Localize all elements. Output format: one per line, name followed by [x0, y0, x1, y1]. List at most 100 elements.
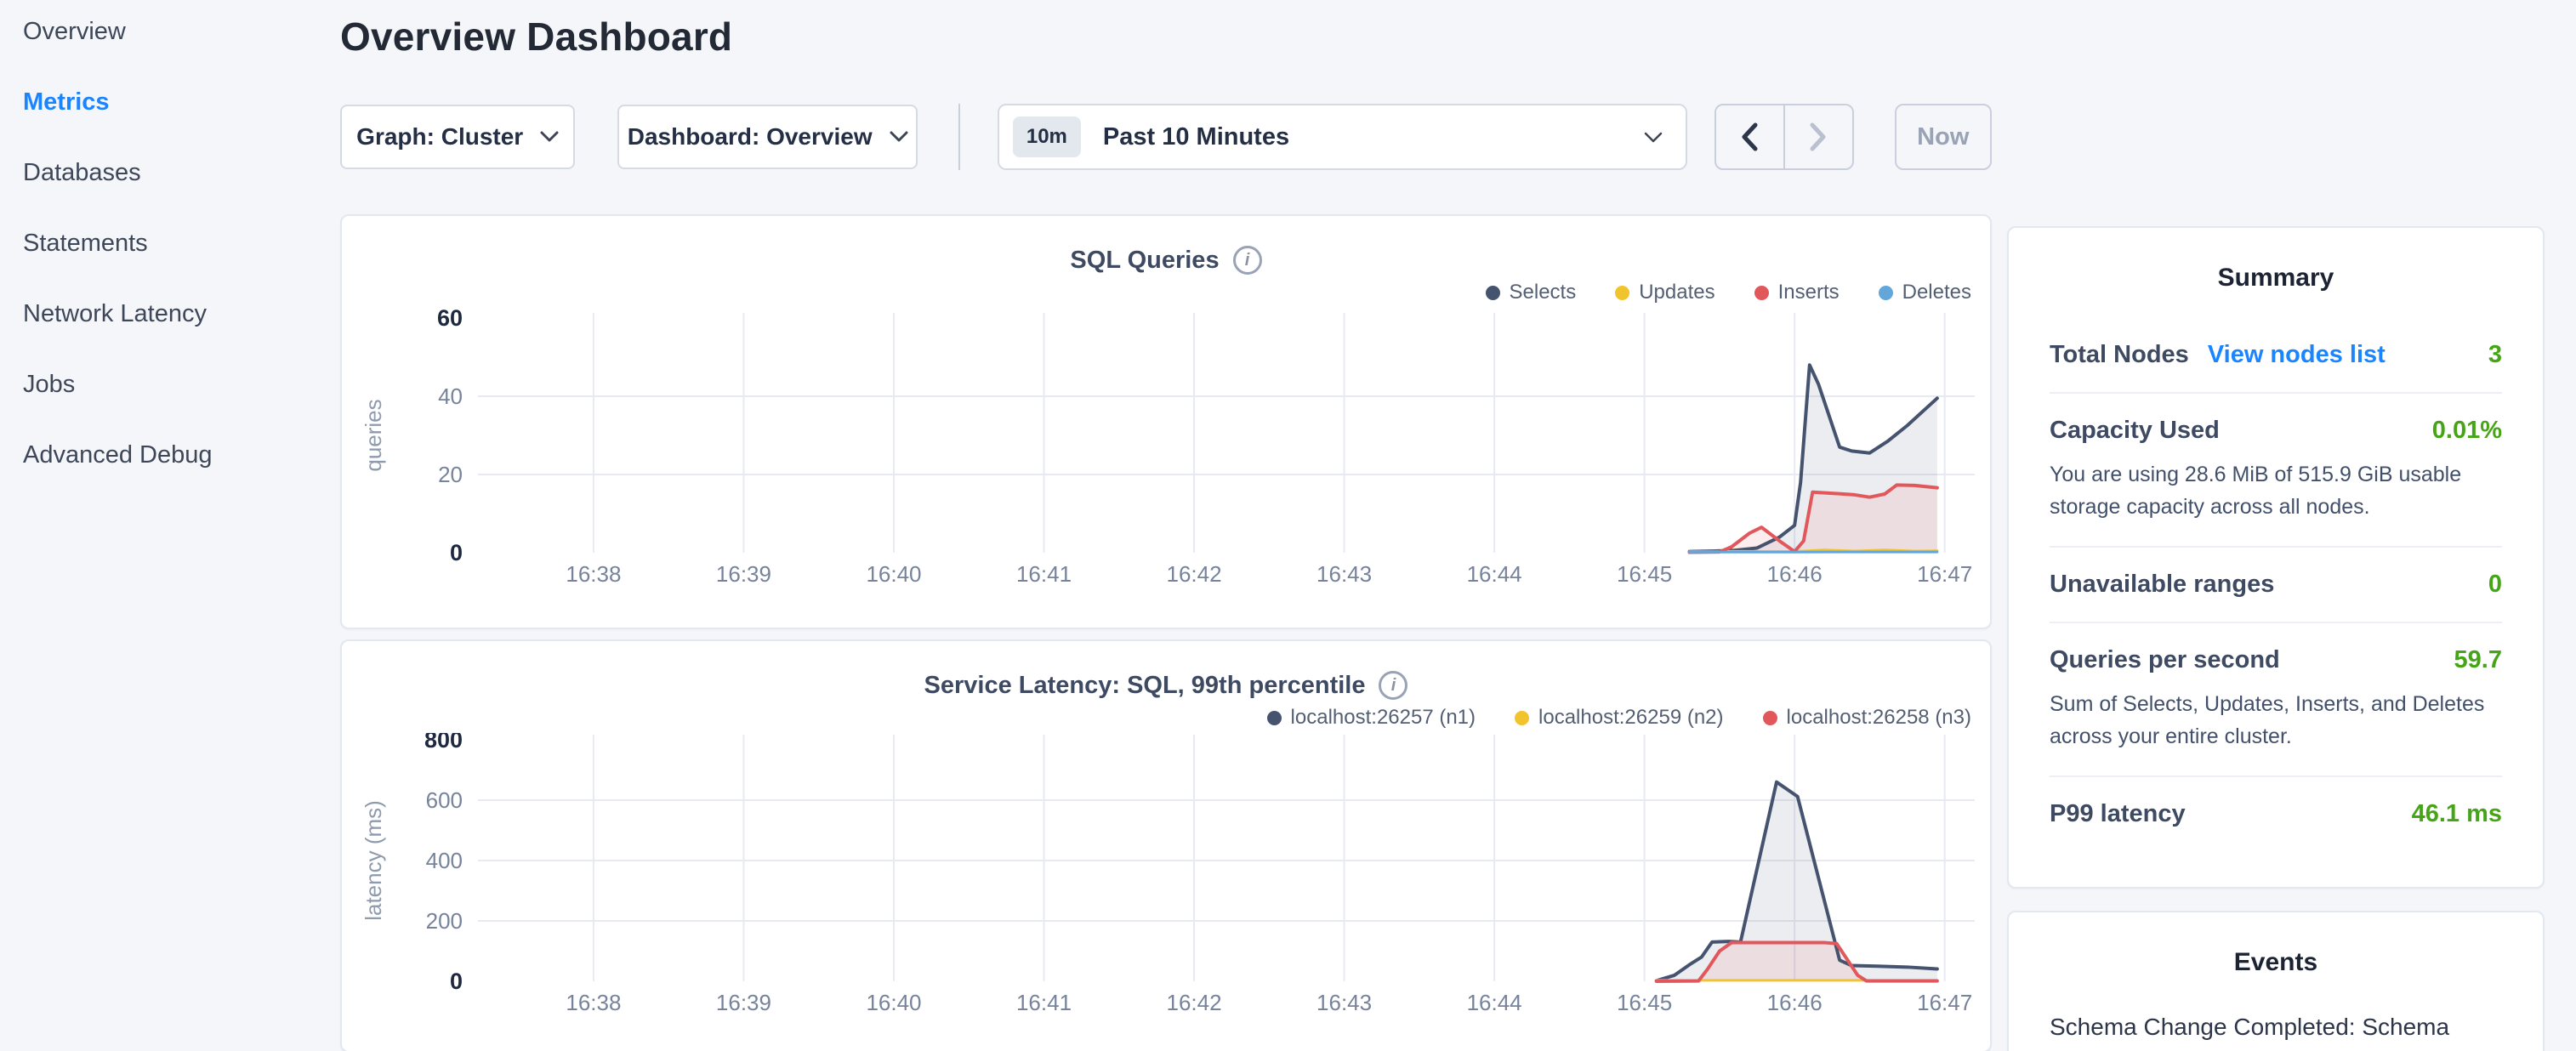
y-tick-label: 0: [450, 540, 463, 565]
view-nodes-list-link[interactable]: View nodes list: [2207, 341, 2386, 368]
series-area: [1689, 485, 1937, 553]
x-tick-label: 16:47: [1917, 561, 1972, 587]
x-tick-label: 16:46: [1767, 990, 1823, 1015]
x-tick-label: 16:39: [716, 561, 771, 587]
legend-label: Inserts: [1777, 281, 1840, 304]
summary-row-queries-per-second: Queries per second 59.7 Sum of Selects, …: [2050, 622, 2502, 775]
legend-item[interactable]: Selects: [1485, 281, 1577, 304]
summary-row-p99-latency: P99 latency 46.1 ms: [2050, 775, 2502, 851]
legend-swatch: [1754, 285, 1769, 300]
time-range-selector[interactable]: 10m Past 10 Minutes: [997, 104, 1687, 170]
x-tick-label: 16:47: [1917, 990, 1972, 1015]
sidebar-item-overview[interactable]: Overview: [23, 18, 126, 45]
page-title: Overview Dashboard: [340, 14, 733, 59]
legend-label: Selects: [1509, 281, 1577, 304]
summary-label: Total Nodes: [2050, 341, 2189, 368]
series-area: [1656, 942, 1937, 981]
x-tick-label: 16:45: [1617, 561, 1672, 587]
summary-row-capacity-used: Capacity Used 0.01% You are using 28.6 M…: [2050, 392, 2502, 546]
time-back-button[interactable]: [1716, 105, 1783, 168]
series-line: [1654, 940, 1939, 983]
legend-item[interactable]: Updates: [1615, 281, 1715, 304]
sidebar-item-metrics[interactable]: Metrics: [23, 88, 110, 116]
sidebar-item-databases[interactable]: Databases: [23, 159, 141, 186]
series-area: [1656, 781, 1937, 981]
service-latency-chart: 16:38 16:39 16:40 16:41 16:42 16:43 16:44 16:45…: [342, 727, 1990, 1026]
dashboard-dropdown[interactable]: Dashboard: Overview: [617, 105, 918, 169]
graph-dropdown-label: Graph: Cluster: [356, 123, 524, 150]
sidebar-item-jobs[interactable]: Jobs: [23, 371, 76, 398]
summary-subtext: You are using 28.6 MiB of 515.9 GiB usab…: [2050, 463, 2462, 519]
legend-swatch: [1515, 710, 1530, 725]
main-content: Overview Dashboard Graph: Cluster Dashbo…: [340, 0, 1992, 1051]
sidebar-item-advanced-debug[interactable]: Advanced Debug: [23, 441, 213, 469]
y-axis-unit-label: queries: [361, 399, 386, 471]
right-column: Summary Total Nodes View nodes list 3 Ca…: [2007, 226, 2545, 1051]
legend-swatch: [1485, 285, 1500, 300]
chevron-down-icon: [890, 131, 908, 142]
time-range-label: Past 10 Minutes: [1102, 122, 1290, 151]
summary-panel: Summary Total Nodes View nodes list 3 Ca…: [2007, 226, 2545, 889]
chevron-down-icon: [1644, 132, 1662, 143]
x-tick-label: 16:39: [716, 990, 771, 1015]
y-tick-label: 400: [426, 848, 463, 873]
summary-label: P99 latency: [2050, 800, 2186, 827]
chart-title: Service Latency: SQL, 99th percentile: [924, 671, 1366, 699]
legend-label: localhost:26258 (n3): [1786, 706, 1971, 729]
info-icon[interactable]: i: [1232, 246, 1262, 275]
time-range-badge: 10m: [1012, 116, 1081, 157]
controls-divider: [958, 104, 960, 170]
legend-item[interactable]: localhost:26257 (n1): [1266, 706, 1476, 730]
sql-queries-chart: 16:38 16:39 16:40 16:41 16:42 16:43 16:44 16:45…: [342, 305, 1990, 593]
summary-row-unavailable-ranges: Unavailable ranges 0: [2050, 546, 2502, 622]
x-tick-label: 16:46: [1767, 561, 1823, 587]
y-tick-label: 0: [450, 969, 463, 994]
legend-swatch: [1762, 710, 1777, 725]
events-heading: Events: [2233, 948, 2318, 976]
chevron-left-icon: [1742, 122, 1758, 151]
legend-label: Updates: [1639, 281, 1715, 304]
summary-label: Queries per second: [2050, 646, 2280, 673]
legend-item[interactable]: Deletes: [1878, 281, 1971, 304]
legend-label: Deletes: [1902, 281, 1971, 304]
now-button[interactable]: Now: [1894, 104, 1992, 170]
legend-item[interactable]: localhost:26259 (n2): [1515, 706, 1724, 730]
service-latency-chart-card: Service Latency: SQL, 99th percentile i …: [340, 639, 1992, 1051]
series-line: [1654, 780, 1939, 983]
summary-value: 0: [2488, 571, 2502, 598]
chart-legend: Selects Updates Inserts Deletes: [342, 277, 1990, 308]
events-panel: Events Schema Change Completed: Schema c…: [2007, 911, 2545, 1051]
summary-value: 59.7: [2454, 646, 2502, 673]
x-tick-label: 16:41: [1016, 990, 1072, 1015]
x-tick-label: 16:43: [1316, 990, 1372, 1015]
sql-queries-chart-card: SQL Queries i Selects Updates Inserts Delet…: [340, 214, 1992, 629]
chevron-right-icon: [1810, 122, 1826, 151]
y-tick-label: 60: [437, 308, 463, 331]
controls-bar: Graph: Cluster Dashboard: Overview 10m P…: [340, 104, 1992, 170]
x-tick-label: 16:40: [866, 990, 921, 1015]
chevron-down-icon: [540, 131, 559, 142]
summary-row-total-nodes: Total Nodes View nodes list 3: [2050, 318, 2502, 392]
series-line: [1687, 363, 1939, 554]
legend-swatch: [1878, 285, 1893, 300]
legend-item[interactable]: localhost:26258 (n3): [1762, 706, 1971, 730]
y-tick-label: 600: [426, 787, 463, 813]
sidebar: Overview Metrics Databases Statements Ne…: [0, 0, 340, 511]
summary-label: Capacity Used: [2050, 417, 2220, 444]
sidebar-item-network-latency[interactable]: Network Latency: [23, 300, 207, 327]
series-area: [1689, 365, 1937, 553]
series-line: [1687, 483, 1939, 554]
x-tick-label: 16:40: [866, 561, 921, 587]
sidebar-item-statements[interactable]: Statements: [23, 230, 148, 257]
time-forward-button[interactable]: [1783, 105, 1852, 168]
legend-item[interactable]: Inserts: [1754, 281, 1840, 304]
y-tick-label: 40: [438, 383, 463, 409]
event-entry[interactable]: Schema Change Completed: Schema change w…: [2050, 1008, 2502, 1051]
info-icon[interactable]: i: [1379, 671, 1408, 700]
x-tick-label: 16:38: [566, 990, 621, 1015]
x-tick-label: 16:44: [1467, 561, 1522, 587]
x-tick-label: 16:43: [1316, 561, 1372, 587]
graph-dropdown[interactable]: Graph: Cluster: [340, 105, 576, 169]
dashboard-dropdown-label: Dashboard: Overview: [627, 123, 873, 150]
legend-label: localhost:26259 (n2): [1538, 706, 1724, 729]
